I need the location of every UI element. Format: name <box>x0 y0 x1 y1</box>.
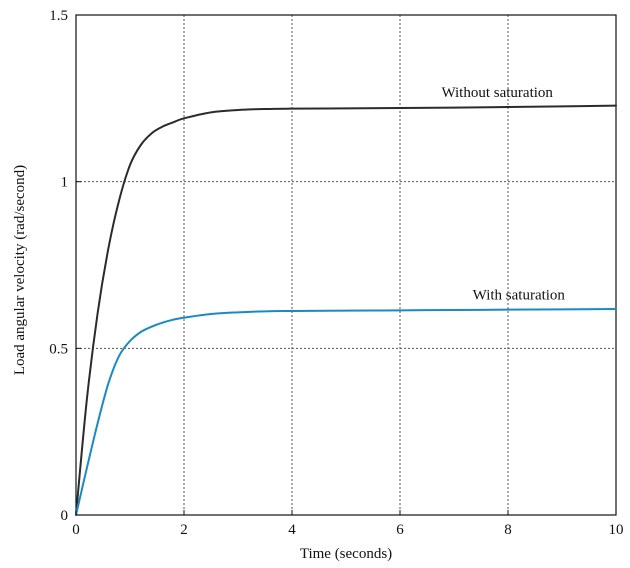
x-tick-label: 8 <box>504 522 512 538</box>
x-tick-label: 10 <box>609 522 624 538</box>
curve-annotation-label: With saturation <box>473 288 566 304</box>
x-tick-label: 2 <box>180 522 188 538</box>
x-axis-title: Time (seconds) <box>300 546 392 562</box>
plot-frame <box>75 14 617 516</box>
grid-lines <box>76 15 616 515</box>
series-line-with-saturation <box>75 308 617 516</box>
y-tick-label: 1.5 <box>49 8 68 24</box>
x-axis-ticks: 0 2 4 6 8 10 <box>72 510 624 538</box>
y-axis-ticks: 0 0.5 1 1.5 <box>49 8 81 524</box>
curve-annotations: Without saturation With saturation <box>441 85 565 303</box>
series-lines <box>75 104 617 516</box>
y-tick-label: 0.5 <box>49 341 68 357</box>
series-line-without-saturation <box>75 104 617 516</box>
y-tick-label: 1 <box>61 175 69 191</box>
curve-annotation-label: Without saturation <box>441 85 553 101</box>
x-tick-label: 0 <box>72 522 80 538</box>
x-tick-label: 4 <box>288 522 296 538</box>
y-axis-title: Load angular velocity (rad/second) <box>12 165 28 375</box>
y-tick-label: 0 <box>61 508 69 524</box>
x-tick-label: 6 <box>396 522 404 538</box>
